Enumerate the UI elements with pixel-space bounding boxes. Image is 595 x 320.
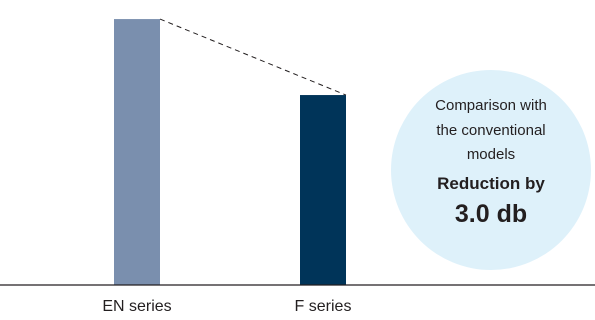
callout-line-2: the conventional — [436, 122, 545, 139]
bar-en-series — [114, 19, 160, 285]
comparison-dashed-line — [159, 18, 347, 96]
bar-f-series — [300, 95, 346, 286]
callout-emphasis-label: Reduction by — [437, 174, 545, 193]
category-label-f-series: F series — [295, 298, 352, 315]
category-label-en-series: EN series — [102, 298, 171, 315]
callout-line-3: models — [467, 146, 515, 163]
callout-line-1: Comparison with — [435, 97, 547, 114]
comparison-callout: Comparison with the conventional models … — [391, 70, 591, 270]
callout-circle — [391, 70, 591, 270]
callout-emphasis-value: 3.0 db — [455, 200, 527, 228]
